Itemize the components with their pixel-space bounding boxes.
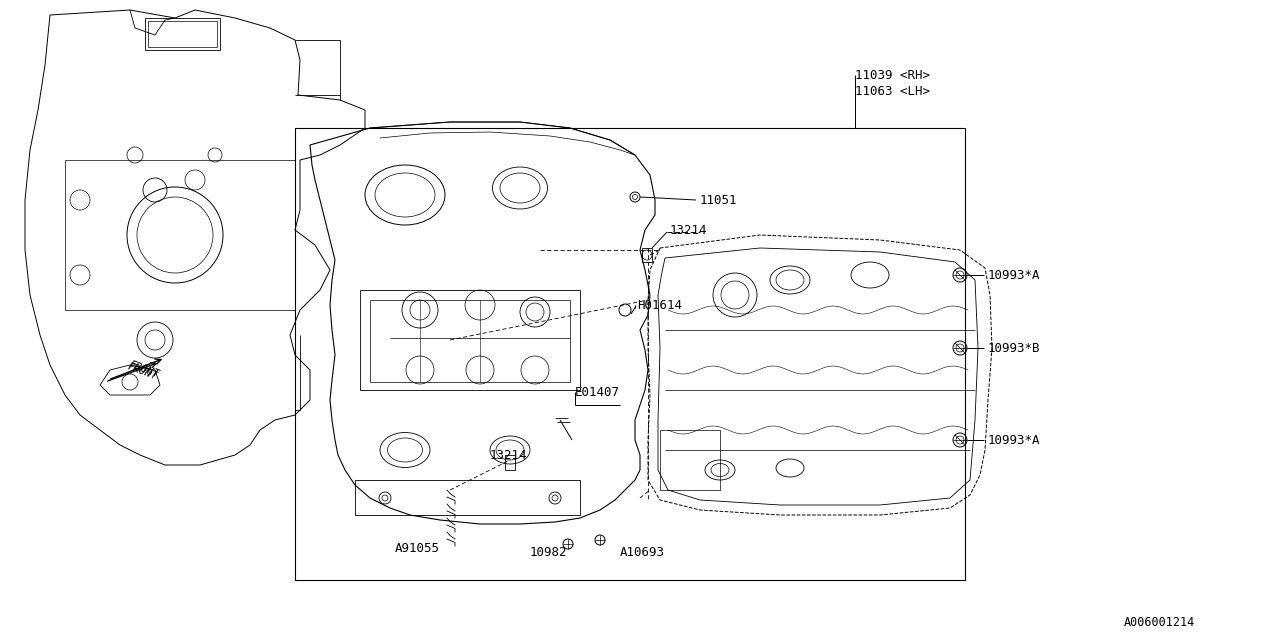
Text: H01614: H01614: [637, 298, 682, 312]
Text: 10993*B: 10993*B: [988, 342, 1041, 355]
Bar: [294, 128, 965, 580]
Text: A91055: A91055: [396, 541, 440, 554]
Text: FRONT: FRONT: [128, 360, 161, 380]
Text: 13214: 13214: [669, 223, 708, 237]
Text: 10982: 10982: [530, 547, 567, 559]
Text: A006001214: A006001214: [1124, 616, 1196, 628]
Text: 11063 <LH>: 11063 <LH>: [855, 84, 931, 97]
Text: 13214: 13214: [490, 449, 527, 461]
Text: 10993*A: 10993*A: [988, 433, 1041, 447]
Text: A10693: A10693: [620, 547, 666, 559]
Text: 10993*A: 10993*A: [988, 269, 1041, 282]
Text: 11039 <RH>: 11039 <RH>: [855, 68, 931, 81]
Text: E01407: E01407: [575, 385, 620, 399]
Text: 11051: 11051: [700, 193, 737, 207]
Text: FRONT: FRONT: [125, 362, 159, 382]
